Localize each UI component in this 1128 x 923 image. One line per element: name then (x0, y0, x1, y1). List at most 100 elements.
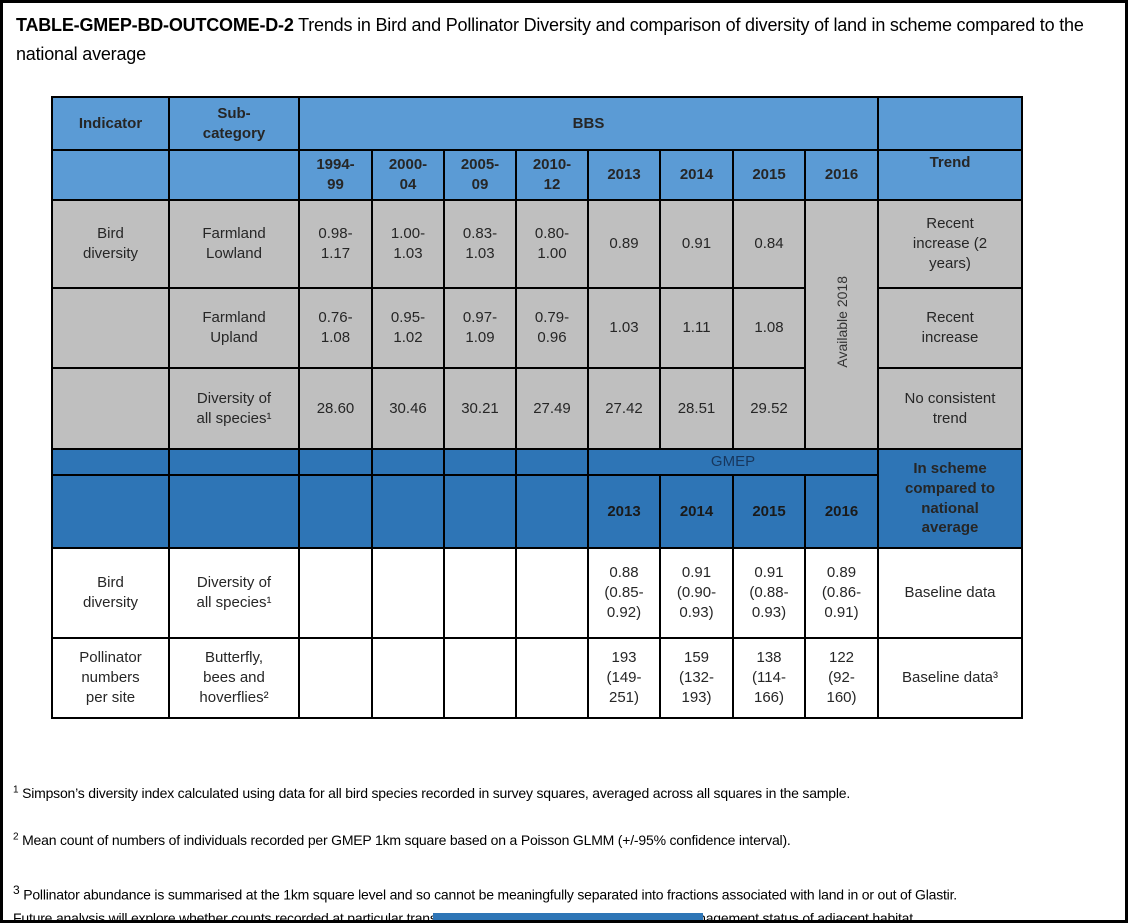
value-cell: 0.95- 1.02 (371, 287, 445, 369)
footnotes: 1 Simpson’s diversity index calculated u… (13, 759, 1121, 923)
gmep-spacer (298, 448, 373, 476)
footnote-text: Pollinator abundance is summarised at th… (13, 887, 957, 923)
gmep-year-header: 2014 (659, 474, 734, 549)
value-cell: 193 (149- 251) (587, 637, 661, 719)
gmep-spacer (515, 448, 589, 476)
value-cell: 30.46 (371, 367, 445, 450)
subcategory-cell: Diversity of all species¹ (168, 367, 300, 450)
value-cell: 28.60 (298, 367, 373, 450)
indicator-cell: Bird diversity (51, 199, 170, 289)
col-header-year: 1994- 99 (298, 149, 373, 201)
gmep-year-header: 2016 (804, 474, 879, 549)
footnote-text: Simpson’s diversity index calculated usi… (22, 784, 851, 801)
col-header-year: 2005- 09 (443, 149, 517, 201)
empty-cell (371, 637, 445, 719)
gmep-spacer (51, 474, 170, 549)
value-cell: 0.98- 1.17 (298, 199, 373, 289)
gmep-spacer (51, 448, 170, 476)
value-cell: 29.52 (732, 367, 806, 450)
value-cell: 0.91 (0.90- 0.93) (659, 547, 734, 639)
available-2018-label: Available 2018 (833, 275, 850, 368)
value-cell: 0.84 (732, 199, 806, 289)
empty-cell (515, 547, 589, 639)
col-header-year: 2000- 04 (371, 149, 445, 201)
in-scheme-header: In scheme compared to national average (877, 448, 1023, 549)
value-cell: 0.89 (0.86- 0.91) (804, 547, 879, 639)
col-header-year: 2013 (587, 149, 661, 201)
col-header-trend: Trend (877, 149, 1023, 201)
value-cell: 30.21 (443, 367, 517, 450)
footnote-3: 3 Pollinator abundance is summarised at … (13, 881, 1121, 923)
table-title-text: Trends in Bird and Pollinator Diversity … (16, 15, 1084, 64)
col-header-year: 2010- 12 (515, 149, 589, 201)
table-row-farmland-upland: Farmland Upland 0.76- 1.08 0.95- 1.02 0.… (51, 287, 1023, 369)
empty-cell (515, 637, 589, 719)
value-cell: 1.11 (659, 287, 734, 369)
subcategory-cell: Farmland Lowland (168, 199, 300, 289)
gmep-spacer (443, 474, 517, 549)
col-header-indicator: Indicator (51, 96, 170, 151)
trend-cell: Recent increase (2 years) (877, 199, 1023, 289)
gmep-spacer (168, 474, 300, 549)
indicator-cell: Bird diversity (51, 547, 170, 639)
empty-cell (443, 637, 517, 719)
empty-cell (371, 547, 445, 639)
trend-cell: Recent increase (877, 287, 1023, 369)
value-cell: 0.91 (0.88- 0.93) (732, 547, 806, 639)
value-cell: 27.49 (515, 367, 589, 450)
header-spacer (51, 149, 170, 201)
empty-cell (298, 637, 373, 719)
subcategory-cell: Butterfly, bees and hoverflies² (168, 637, 300, 719)
value-cell: 0.79- 0.96 (515, 287, 589, 369)
empty-cell (443, 547, 517, 639)
value-cell: 159 (132- 193) (659, 637, 734, 719)
empty-cell (298, 547, 373, 639)
table-row-all-species-gmep: Bird diversity Diversity of all species¹… (51, 547, 1023, 639)
gmep-spacer (515, 474, 589, 549)
note-cell: Baseline data³ (877, 637, 1023, 719)
value-cell: 28.51 (659, 367, 734, 450)
value-cell: 1.03 (587, 287, 661, 369)
gmep-spacer (371, 474, 445, 549)
indicator-cell: Pollinator numbers per site (51, 637, 170, 719)
page-title: TABLE-GMEP-BD-OUTCOME-D-2 Trends in Bird… (16, 11, 1118, 69)
gmep-spacer (443, 448, 517, 476)
trend-cell: No consistent trend (877, 367, 1023, 450)
value-cell: 0.97- 1.09 (443, 287, 517, 369)
value-cell: 0.88 (0.85- 0.92) (587, 547, 661, 639)
header-spacer (168, 149, 300, 201)
footnote-marker: 1 (13, 784, 19, 796)
subcategory-cell: Diversity of all species¹ (168, 547, 300, 639)
gmep-section-label: GMEP (587, 448, 879, 476)
table-row-pollinators: Pollinator numbers per site Butterfly, b… (51, 637, 1023, 719)
gmep-spacer (371, 448, 445, 476)
next-table-edge (433, 913, 703, 920)
table-row-all-species-bbs: Diversity of all species¹ 28.60 30.46 30… (51, 367, 1023, 450)
note-cell: Baseline data (877, 547, 1023, 639)
value-cell: 138 (114- 166) (732, 637, 806, 719)
footnote-marker: 2 (13, 831, 19, 843)
gmep-spacer (298, 474, 373, 549)
gmep-year-header: 2015 (732, 474, 806, 549)
value-cell: 0.89 (587, 199, 661, 289)
table-id-label: TABLE-GMEP-BD-OUTCOME-D-2 (16, 15, 294, 35)
subcategory-cell: Farmland Upland (168, 287, 300, 369)
value-cell: 27.42 (587, 367, 661, 450)
gmep-years-row: 2013 2014 2015 2016 (51, 474, 1022, 549)
value-cell: 1.00- 1.03 (371, 199, 445, 289)
value-cell: 0.91 (659, 199, 734, 289)
col-header-year: 2016 (804, 149, 879, 201)
value-cell: 1.08 (732, 287, 806, 369)
indicator-cell (51, 287, 170, 369)
value-cell: 122 (92- 160) (804, 637, 879, 719)
value-cell: 0.76- 1.08 (298, 287, 373, 369)
col-header-trend-spacer (877, 96, 1023, 151)
col-header-subcategory: Sub- category (168, 96, 300, 151)
table-row-farmland-lowland: Bird diversity Farmland Lowland 0.98- 1.… (51, 199, 1023, 450)
footnote-2: 2 Mean count of numbers of individuals r… (13, 829, 1121, 852)
gmep-section-row: GMEP In scheme compared to national aver… (51, 448, 1023, 549)
available-2018-cell: Available 2018 (804, 199, 879, 450)
diversity-table: Indicator Sub- category BBS 1994- 99 200… (51, 96, 1023, 719)
footnote-1: 1 Simpson’s diversity index calculated u… (13, 782, 1121, 805)
